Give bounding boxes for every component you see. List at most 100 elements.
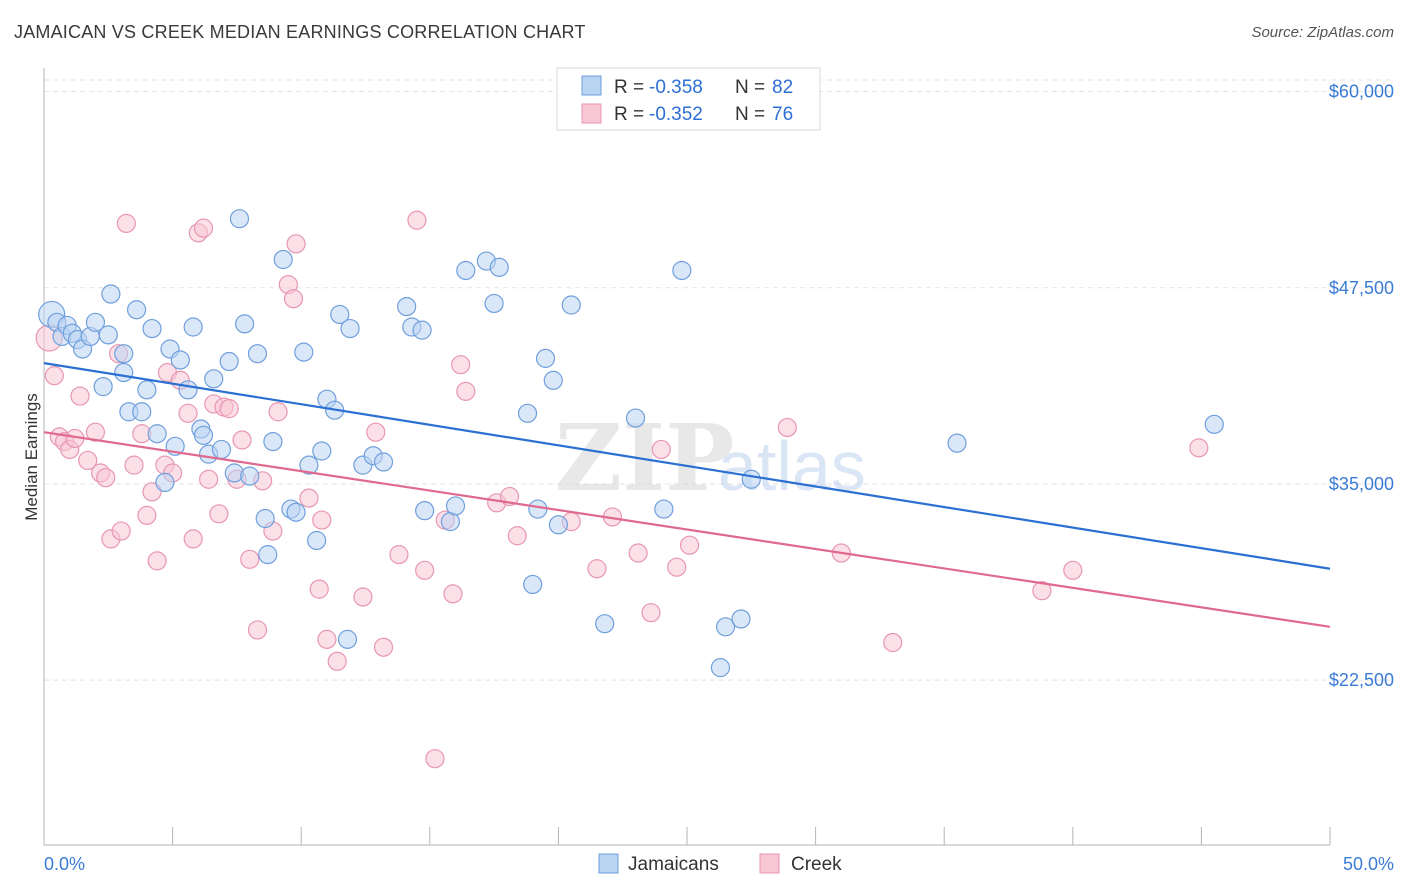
legend-swatch-creek [581, 103, 602, 124]
data-point-creek [312, 510, 332, 530]
data-point-jamaicans [101, 284, 121, 304]
data-point-jamaicans [741, 469, 761, 489]
watermark-atlas: atlas [718, 427, 866, 505]
data-point-jamaicans [142, 318, 162, 339]
data-point-creek [232, 430, 252, 450]
trend-lines [43, 362, 1331, 628]
legend-n-label-creek: N = [735, 104, 765, 125]
data-point-creek [137, 505, 157, 525]
data-point-jamaicans [397, 296, 417, 317]
data-point-creek [1189, 438, 1209, 458]
data-point-jamaicans [178, 380, 198, 400]
data-point-creek [147, 551, 167, 571]
series-creek [35, 210, 1209, 769]
data-point-creek [219, 399, 239, 419]
trend-line-jamaicans [43, 362, 1331, 570]
data-point-jamaicans [330, 304, 350, 325]
data-point-jamaicans [155, 472, 175, 492]
watermark-zip: ZIP [555, 404, 734, 512]
data-point-creek [116, 213, 136, 233]
data-point-jamaicans [247, 344, 268, 364]
data-point-jamaicans [312, 441, 332, 461]
data-point-jamaicans [412, 320, 432, 340]
data-point-creek [651, 439, 671, 460]
data-point-creek [70, 386, 90, 406]
data-point-jamaicans [299, 455, 319, 475]
data-point-creek [777, 417, 797, 438]
data-point-jamaicans [219, 351, 239, 372]
data-point-creek [183, 529, 203, 549]
data-point-jamaicans [731, 609, 751, 629]
legend-r-label-jamaicans: R = [614, 77, 644, 98]
data-point-jamaicans [535, 348, 556, 368]
data-point-jamaicans [258, 545, 278, 565]
data-point-jamaicans [114, 344, 134, 364]
data-point-jamaicans [373, 452, 394, 472]
data-point-creek [124, 455, 144, 475]
trend-line-creek [43, 431, 1331, 628]
data-point-jamaicans [337, 629, 358, 649]
x-tick-label-min: 0.0% [44, 854, 85, 874]
data-point-creek [587, 559, 607, 579]
data-point-jamaicans [211, 439, 232, 460]
data-point-jamaicans [340, 318, 360, 339]
legend-n-label-jamaicans: N = [735, 77, 765, 98]
legend-r-label-creek: R = [614, 104, 644, 125]
data-point-jamaicans [204, 369, 224, 389]
data-point-creek [1063, 560, 1083, 580]
data-point-jamaicans [307, 530, 327, 551]
bottom-legend: Jamaicans Creek [598, 853, 842, 875]
data-point-jamaicans [489, 257, 509, 277]
data-point-jamaicans [654, 499, 674, 519]
data-point-jamaicans [147, 424, 167, 444]
data-point-creek [309, 579, 329, 599]
y-tick-label: $35,000 [1329, 474, 1394, 494]
data-point-jamaicans [193, 425, 214, 445]
y-tick-label: $60,000 [1329, 82, 1394, 102]
data-point-jamaicans [484, 293, 504, 314]
data-point-creek [247, 620, 268, 640]
data-point-jamaicans [528, 499, 548, 519]
data-point-jamaicans [1204, 414, 1224, 434]
data-point-jamaicans [126, 300, 147, 320]
data-point-jamaicans [456, 260, 476, 281]
data-point-jamaicans [98, 325, 118, 345]
legend-box: R = -0.358 N = 82 R = -0.352 N = 76 [556, 67, 821, 131]
data-point-creek [451, 355, 471, 375]
y-tick-labels: $22,500 $35,000 $47,500 $60,000 [1329, 82, 1394, 691]
data-point-jamaicans [710, 658, 731, 678]
data-point-jamaicans [273, 249, 293, 270]
data-point-jamaicans [114, 362, 134, 383]
data-point-creek [641, 603, 661, 623]
data-point-jamaicans [561, 295, 581, 315]
data-point-creek [366, 422, 386, 442]
data-point-creek [443, 584, 463, 604]
data-point-jamaicans [715, 617, 736, 637]
data-point-jamaicans [672, 260, 692, 281]
data-point-jamaicans [229, 209, 250, 229]
data-point-creek [283, 289, 304, 309]
data-point-jamaicans [224, 463, 244, 483]
bottom-legend-swatch-creek [759, 853, 780, 874]
bottom-legend-swatch-jamaicans [598, 853, 619, 874]
data-point-creek [178, 403, 198, 423]
chart-title: JAMAICAN VS CREEK MEDIAN EARNINGS CORREL… [14, 22, 586, 42]
data-point-creek [883, 632, 903, 653]
data-point-jamaicans [132, 402, 152, 422]
series-jamaicans [38, 209, 1224, 678]
data-point-jamaicans [137, 380, 157, 400]
data-point-jamaicans [183, 317, 203, 337]
y-tick-label: $47,500 [1329, 278, 1394, 298]
data-point-jamaicans [625, 408, 646, 428]
data-point-jamaicans [523, 574, 543, 595]
data-point-creek [373, 637, 394, 657]
legend-n-value-jamaicans: 82 [772, 77, 793, 98]
y-tick-label: $22,500 [1329, 670, 1394, 690]
data-point-creek [96, 468, 116, 488]
data-point-jamaicans [85, 312, 106, 332]
data-point-jamaicans [170, 350, 190, 370]
bottom-legend-label-creek: Creek [791, 854, 842, 875]
data-point-jamaicans [445, 496, 466, 516]
data-point-jamaicans [240, 466, 260, 486]
